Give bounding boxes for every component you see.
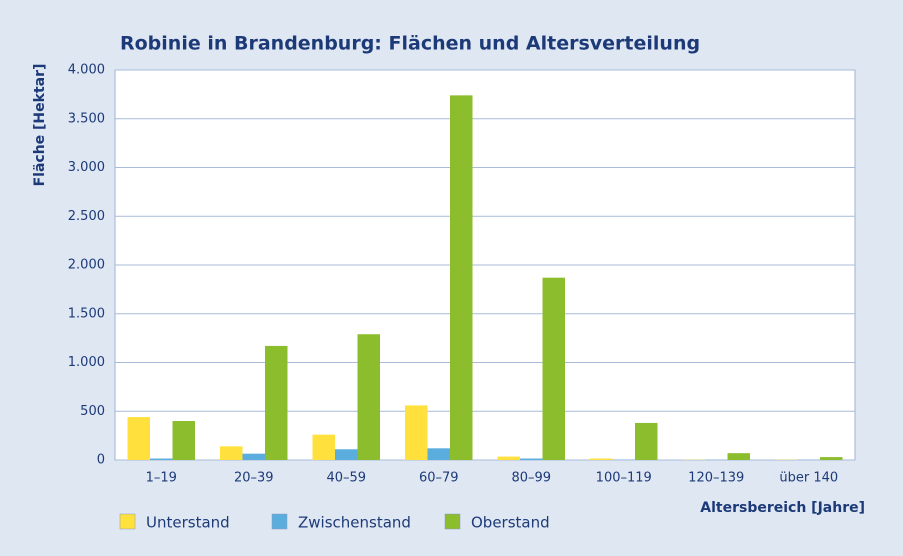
legend-label: Oberstand bbox=[471, 514, 550, 532]
x-tick-label: 80–99 bbox=[511, 471, 551, 486]
chart-title: Robinie in Brandenburg: Flächen und Alte… bbox=[120, 33, 700, 55]
bar bbox=[520, 458, 543, 460]
bar bbox=[820, 457, 843, 460]
y-tick-label: 0 bbox=[97, 453, 105, 468]
bar bbox=[727, 453, 750, 460]
bar bbox=[427, 448, 450, 460]
y-tick-label: 3.000 bbox=[68, 160, 105, 175]
bar bbox=[497, 456, 520, 460]
legend-label: Zwischenstand bbox=[298, 514, 411, 532]
bar bbox=[357, 334, 380, 460]
y-tick-label: 1.500 bbox=[68, 306, 105, 321]
bar bbox=[172, 421, 195, 460]
bar bbox=[590, 458, 613, 460]
y-axis-label: Fläche [Hektar] bbox=[32, 64, 48, 187]
y-tick-label: 500 bbox=[80, 404, 105, 419]
bar bbox=[127, 417, 150, 460]
x-tick-label: über 140 bbox=[779, 471, 838, 486]
bar bbox=[150, 458, 173, 460]
legend-swatch bbox=[119, 513, 136, 530]
x-tick-label: 60–79 bbox=[419, 471, 459, 486]
bar bbox=[542, 277, 565, 460]
y-tick-label: 3.500 bbox=[68, 111, 105, 126]
bar bbox=[312, 434, 335, 460]
bar bbox=[265, 345, 288, 460]
legend-label: Unterstand bbox=[146, 514, 230, 532]
x-tick-label: 40–59 bbox=[326, 471, 366, 486]
legend-swatch bbox=[271, 513, 288, 530]
bar bbox=[450, 95, 473, 460]
bar bbox=[405, 405, 428, 460]
legend-swatch bbox=[444, 513, 461, 530]
bar bbox=[242, 453, 265, 460]
x-tick-label: 20–39 bbox=[234, 471, 274, 486]
bar bbox=[335, 449, 358, 460]
x-axis-label: Altersbereich [Jahre] bbox=[700, 500, 865, 516]
x-tick-label: 120–139 bbox=[688, 471, 744, 486]
y-tick-label: 4.000 bbox=[68, 63, 105, 78]
y-tick-label: 2.500 bbox=[68, 209, 105, 224]
y-tick-label: 1.000 bbox=[68, 355, 105, 370]
x-tick-label: 1–19 bbox=[146, 471, 177, 486]
y-tick-label: 2.000 bbox=[68, 258, 105, 273]
bar bbox=[220, 446, 243, 460]
bar bbox=[635, 422, 658, 460]
x-tick-label: 100–119 bbox=[596, 471, 652, 486]
